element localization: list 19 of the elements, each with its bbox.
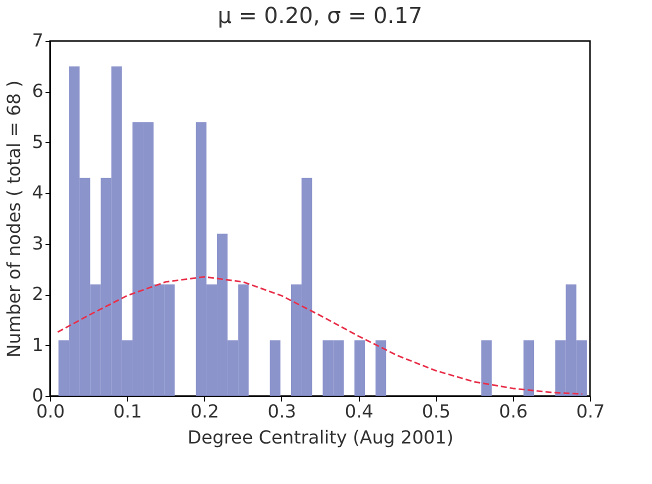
- chart-title: μ = 0.20, σ = 0.17: [218, 4, 422, 29]
- y-tick-label: 7: [32, 30, 44, 52]
- y-tick-label: 3: [32, 233, 44, 254]
- y-tick-label: 4: [32, 182, 44, 204]
- x-tick-label: 0.4: [344, 402, 374, 422]
- y-tick-label: 1: [32, 334, 44, 356]
- x-tick-label: 0.1: [113, 402, 142, 422]
- x-tick-label: 0.0: [36, 402, 65, 422]
- x-axis-title: Degree Centrality (Aug 2001): [188, 428, 454, 448]
- x-tick-label: 0.3: [268, 402, 296, 422]
- x-tick-label: 0.5: [422, 402, 451, 422]
- y-tick-label: 6: [32, 81, 44, 102]
- x-tick-label: 0.6: [499, 402, 528, 422]
- y-axis-title: Number of nodes ( total = 68 ): [4, 80, 26, 358]
- y-tick-label: 5: [32, 132, 44, 153]
- x-tick-label: 0.7: [576, 402, 605, 422]
- line-series: [56, 276, 584, 395]
- y-tick-label: 2: [32, 284, 44, 306]
- x-tick-label: 0.2: [190, 402, 220, 422]
